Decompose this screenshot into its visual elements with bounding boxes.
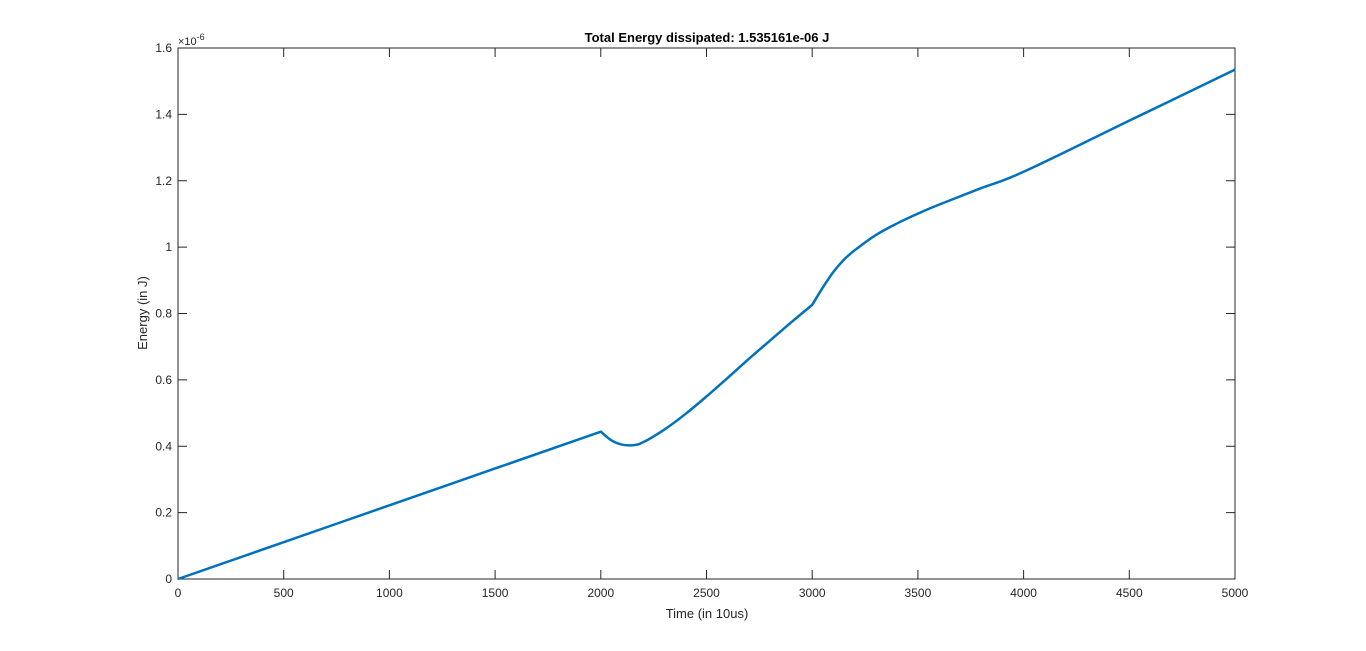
- x-axis-label: Time (in 10us): [666, 606, 749, 621]
- y-axis-exponent: ×10-6: [178, 32, 205, 48]
- x-axis-ticks: 0 500 1000 1500 2000 2500 3000 3500 4000 4500 5000: [175, 48, 1249, 600]
- y-tick-label: 1: [165, 240, 172, 254]
- x-tick-label: 3500: [905, 586, 932, 600]
- y-exponent-base: ×10: [178, 36, 197, 48]
- x-tick-label: 3000: [799, 586, 826, 600]
- x-tick-label: 4000: [1010, 586, 1037, 600]
- x-tick-label: 2500: [693, 586, 720, 600]
- y-tick-label: 0.6: [155, 373, 172, 387]
- x-tick-label: 5000: [1222, 586, 1249, 600]
- x-tick-label: 500: [274, 586, 294, 600]
- y-tick-label: 0.4: [155, 439, 172, 453]
- y-axis-label: Energy (in J): [135, 276, 150, 350]
- series-layer: [177, 68, 1236, 581]
- chart-title: Total Energy dissipated: 1.535161e-06 J: [585, 30, 830, 45]
- y-tick-label: 1.4: [155, 107, 172, 121]
- x-tick-label: 1000: [376, 586, 403, 600]
- x-tick-label: 2000: [587, 586, 614, 600]
- axes-box: [177, 47, 1236, 580]
- y-tick-label: 0: [165, 572, 172, 586]
- y-exponent-power: -6: [197, 32, 205, 42]
- x-tick-label: 4500: [1116, 586, 1143, 600]
- x-tick-label: 1500: [482, 586, 509, 600]
- y-tick-label: 0.8: [155, 307, 172, 321]
- y-tick-label: 0.2: [155, 506, 172, 520]
- x-tick-label: 0: [175, 586, 182, 600]
- series-line-0: [177, 68, 1236, 581]
- y-tick-label: 1.6: [155, 41, 172, 55]
- plot-area: 0 500 1000 1500 2000 2500 3000 3500 4000 4500 5000…: [155, 41, 1248, 600]
- y-axis-ticks: 0 0.2 0.4 0.6 0.8 1 1.2 1.4 1.6: [155, 41, 1235, 586]
- y-tick-label: 1.2: [155, 174, 172, 188]
